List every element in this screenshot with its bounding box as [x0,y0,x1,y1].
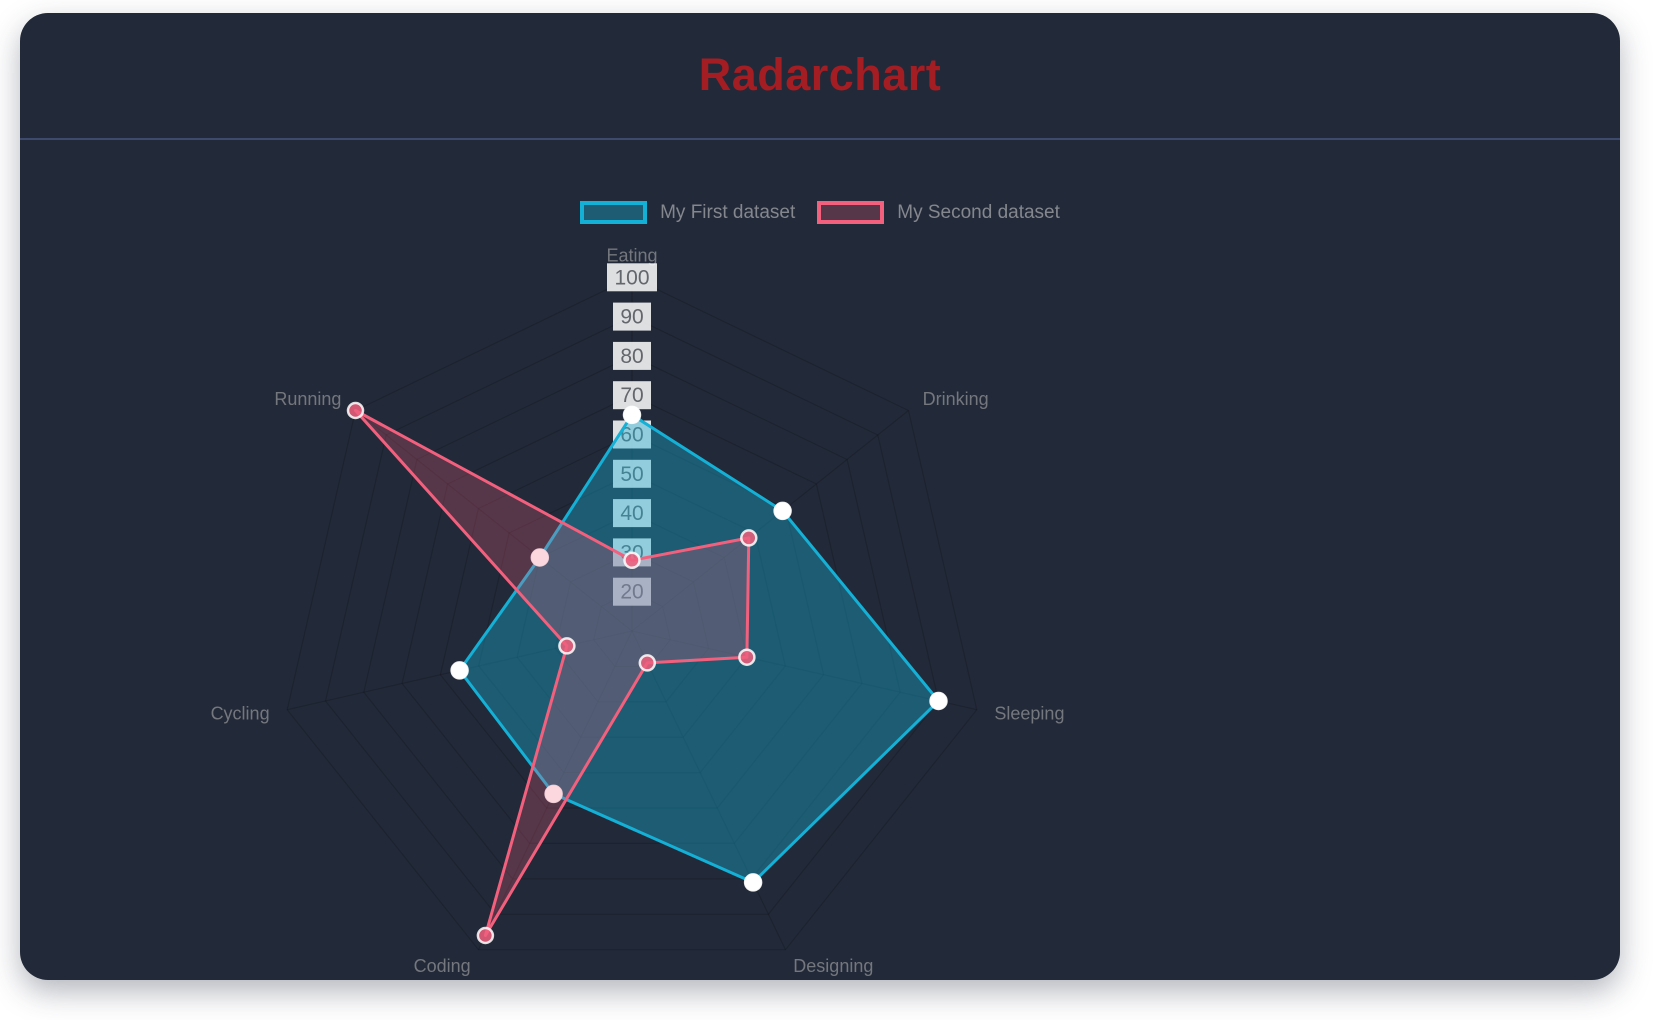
axis-label-eating: Eating [606,245,657,265]
tick-label: 70 [620,384,643,407]
radar-grid-ring [478,473,786,774]
tick-label: 100 [614,266,649,289]
axis-label-designing: Designing [793,956,873,976]
legend-item-second-dataset[interactable]: My Second dataset [817,201,1060,224]
dataset-first-point-running[interactable] [530,548,550,567]
tick-backdrop [607,263,657,292]
page-title: Radarchart [698,49,942,100]
dataset-first-point-eating[interactable] [622,405,642,425]
radar-grid-ring [439,433,825,809]
dataset-second-polygon [354,409,751,937]
radar-grid-ring [401,394,863,845]
radar-grid-ring [363,355,901,880]
dataset-first-point-designing[interactable] [743,873,763,892]
radar-grid-ring [593,591,671,668]
axis-label-running: Running [274,389,341,409]
radar-grid-ring [554,551,710,703]
radar-axis-line [631,630,787,950]
legend-swatch-first-dataset [580,201,648,224]
tick-label: 20 [620,581,643,604]
tick-backdrop [613,499,651,528]
tick-label: 90 [620,306,643,329]
legend-swatch-second-dataset [817,201,885,224]
tick-label: 40 [620,502,643,525]
chart-legend: My First dataset My Second dataset [20,201,1620,224]
axis-label-sleeping: Sleeping [994,704,1064,724]
dataset-second-point-cycling[interactable] [558,637,576,655]
dataset-first-point-drinking[interactable] [773,501,792,521]
radar-axis-line [355,410,633,632]
radar-grid-ring [286,276,978,951]
dataset-second-point-eating[interactable] [623,551,641,570]
legend-label-first-dataset: My First dataset [660,201,796,223]
dataset-first-point-sleeping[interactable] [929,691,948,711]
tick-label: 60 [620,424,643,447]
dataset-second-point-designing[interactable] [638,654,657,672]
axis-label-coding: Coding [414,956,471,976]
radar-chart[interactable]: Eating Drinking Sleeping Designing Coding Cyc… [20,13,1620,980]
tick-backdrop [613,577,651,606]
axis-label-cycling: Cycling [211,704,270,724]
radar-axis-line [631,410,909,632]
tick-backdrop [613,459,651,488]
dataset-second-point-sleeping[interactable] [738,648,756,666]
legend-item-first-dataset[interactable]: My First dataset [580,201,795,224]
radar-grid-ring [516,512,748,738]
tick-backdrop [613,381,651,410]
dataset-first-point-coding[interactable] [544,784,563,804]
header-divider [20,138,1620,140]
tick-backdrop [613,341,651,370]
dataset-second-point-drinking[interactable] [740,529,758,547]
legend-label-second-dataset: My Second dataset [897,201,1060,223]
chart-card: Radarchart My First dataset My Second da… [20,13,1620,980]
dataset-second-point-running[interactable] [346,401,365,420]
dataset-first-point-cycling[interactable] [450,661,469,680]
axis-label-drinking: Drinking [923,389,989,409]
radar-grid-ring [324,315,940,915]
tick-label: 80 [620,345,643,368]
radar-axis-line [631,630,977,711]
tick-backdrop [613,302,651,331]
tick-label: 50 [620,463,643,486]
dataset-second-point-coding[interactable] [476,926,495,945]
